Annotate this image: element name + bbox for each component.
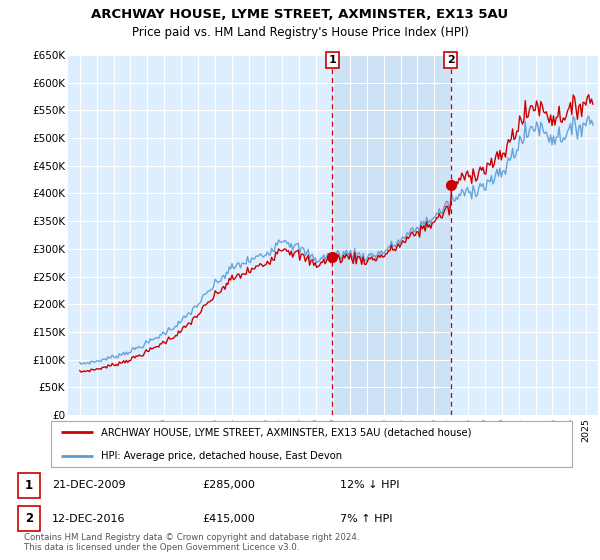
FancyBboxPatch shape (18, 473, 40, 498)
Text: £285,000: £285,000 (202, 480, 255, 490)
Text: ARCHWAY HOUSE, LYME STREET, AXMINSTER, EX13 5AU (detached house): ARCHWAY HOUSE, LYME STREET, AXMINSTER, E… (101, 427, 472, 437)
FancyBboxPatch shape (50, 421, 572, 468)
Text: Contains HM Land Registry data © Crown copyright and database right 2024.
This d: Contains HM Land Registry data © Crown c… (24, 533, 359, 552)
Text: 2: 2 (447, 55, 455, 65)
Text: 12-DEC-2016: 12-DEC-2016 (52, 514, 126, 524)
Text: 12% ↓ HPI: 12% ↓ HPI (340, 480, 400, 490)
Text: Price paid vs. HM Land Registry's House Price Index (HPI): Price paid vs. HM Land Registry's House … (131, 26, 469, 39)
Text: £415,000: £415,000 (202, 514, 255, 524)
Text: 21-DEC-2009: 21-DEC-2009 (52, 480, 126, 490)
Text: 7% ↑ HPI: 7% ↑ HPI (340, 514, 393, 524)
FancyBboxPatch shape (18, 506, 40, 531)
Bar (332, 55, 451, 415)
Text: 1: 1 (329, 55, 337, 65)
Text: 2: 2 (25, 512, 33, 525)
Text: 1: 1 (25, 479, 33, 492)
Text: HPI: Average price, detached house, East Devon: HPI: Average price, detached house, East… (101, 451, 342, 461)
Text: ARCHWAY HOUSE, LYME STREET, AXMINSTER, EX13 5AU: ARCHWAY HOUSE, LYME STREET, AXMINSTER, E… (91, 8, 509, 21)
